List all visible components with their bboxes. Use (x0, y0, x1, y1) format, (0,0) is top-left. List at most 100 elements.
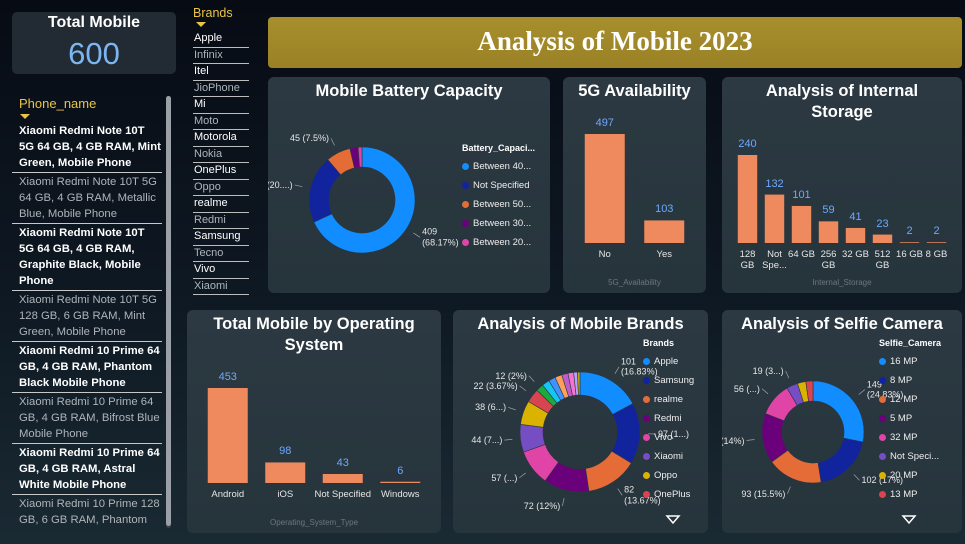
legend-swatch (879, 415, 886, 422)
x-axis-title: Operating_System_Type (269, 518, 359, 527)
slicer-item[interactable]: Xiaomi Redmi 10 Prime 64 GB, 4 GB RAM, P… (12, 342, 162, 393)
value-label: 240 (738, 138, 757, 150)
x-tick-label: Android (211, 489, 245, 500)
slicer-item[interactable]: Vivo (193, 262, 249, 279)
slicer-item[interactable]: JioPhone (193, 81, 249, 97)
phone-slicer: Phone_name Xiaomi Redmi Note 10T 5G 64 G… (12, 92, 176, 532)
legend-label: Xiaomi (654, 451, 684, 462)
value-label: 453 (218, 371, 237, 383)
leader-line (519, 472, 526, 479)
legend-item: 32 MP (879, 428, 958, 447)
slicer-item[interactable]: Xiaomi Redmi Note 10T 5G 64 GB, 4 GB RAM… (12, 122, 162, 173)
slicer-item[interactable]: Infinix (193, 48, 249, 64)
legend-swatch (879, 472, 886, 479)
data-label: 149 (24.83%) (866, 379, 904, 400)
legend-item: Between 30... (462, 214, 546, 233)
chart-title: Analysis of Internal Storage (765, 82, 919, 121)
legend-swatch (879, 396, 886, 403)
legend-swatch (462, 163, 469, 170)
chart-title: Mobile Battery Capacity (315, 82, 503, 100)
chart-title: Total Mobile by Operating System (213, 315, 415, 354)
legend-item: Samsung (643, 371, 704, 390)
leader-line (413, 232, 421, 238)
slicer-item[interactable]: Tecno (193, 246, 249, 262)
donut-plot (504, 366, 656, 506)
legend-label: Between 50... (473, 199, 532, 210)
slicer-item[interactable]: Samsung (193, 229, 249, 246)
legend-item: 12 MP (879, 390, 958, 409)
scrollbar-thumb[interactable] (166, 96, 171, 526)
legend-label: 12 MP (890, 394, 918, 405)
data-label: 102 (17%) (861, 475, 903, 486)
chart-card: Total Mobile by Operating System 453 Andro… (187, 310, 441, 533)
slicer-item[interactable]: Redmi (193, 213, 249, 229)
legend-swatch (643, 491, 650, 498)
data-label: 45 (7.5%) (289, 133, 329, 144)
data-label: 409 (68.17%) (422, 226, 459, 248)
legend-swatch (462, 201, 469, 208)
slicer-item[interactable]: Xiaomi (193, 279, 249, 295)
slicer-item[interactable]: Apple (193, 31, 249, 48)
legend-item: Not Specified (462, 176, 546, 195)
x-tick-label: Yes (656, 249, 673, 260)
chart-title: Analysis of Mobile Brands (477, 315, 684, 333)
donut-slice (817, 437, 864, 483)
scroll-arrow[interactable] (901, 515, 917, 525)
slicer-item[interactable]: Xiaomi Redmi Note 10T 5G 128 GB, 6 GB RA… (12, 291, 162, 342)
leader-line (858, 389, 866, 395)
slicer-item[interactable]: Moto (193, 114, 249, 130)
bar (584, 134, 625, 243)
slicer-item[interactable]: Oppo (193, 180, 249, 196)
slicer-title: Phone_name (19, 96, 97, 111)
legend-label: realme (654, 394, 684, 405)
x-tick-label: 32 GB (842, 249, 869, 260)
leader-line (614, 366, 620, 374)
data-label: 82 (13.67%) (624, 484, 661, 506)
legend-swatch (462, 220, 469, 227)
slicer-item[interactable]: Xiaomi Redmi 10 Prime 128 GB, 6 GB RAM, … (12, 495, 162, 530)
legend-swatch (643, 415, 650, 422)
value-label: 103 (655, 203, 674, 216)
slicer-item[interactable]: Mi (193, 97, 249, 114)
slicer-item[interactable]: Xiaomi Redmi Note 10T 5G 64 GB, 4 GB RAM… (12, 224, 162, 291)
legend-item: 5 MP (879, 409, 958, 428)
slicer-item[interactable]: Motorola (193, 130, 249, 147)
legend-item: 20 MP (879, 466, 958, 485)
value-label: 59 (822, 204, 835, 217)
legend-label: 32 MP (890, 432, 918, 443)
data-label: 56 (...) (733, 383, 760, 394)
slicer-list: Xiaomi Redmi Note 10T 5G 64 GB, 4 GB RAM… (12, 122, 162, 530)
donut-slice (812, 380, 865, 443)
kpi-value: 600 (68, 36, 120, 71)
x-tick-label: Windows (380, 489, 420, 500)
legend: Battery_Capaci... Between 40... Not Specif… (462, 143, 546, 263)
data-label: 93 (15.5%) (741, 488, 786, 499)
legend-swatch (879, 453, 886, 460)
slicer-item[interactable]: Nokia (193, 147, 249, 163)
slicer-item[interactable]: realme (193, 196, 249, 213)
chart-title: Analysis of Selfie Camera (741, 315, 943, 333)
legend: Brands Apple Samsung realme Redmi Vivo Xiaomi O… (643, 338, 704, 503)
slicer-item[interactable]: OnePlus (193, 163, 249, 180)
x-axis-title: Internal_Storage (812, 278, 872, 287)
data-label: 124 (20....) (268, 179, 293, 190)
donut-slice (313, 146, 416, 254)
x-tick-label: 512 GB (874, 249, 891, 271)
x-tick-label: No (598, 249, 611, 260)
value-label: 2 (933, 225, 940, 238)
kpi-label: Total Mobile (47, 14, 141, 31)
legend-swatch (879, 358, 886, 365)
scroll-arrow[interactable] (665, 515, 681, 525)
slicer-item[interactable]: Xiaomi Redmi 10 Prime 64 GB, 4 GB RAM, A… (12, 444, 162, 495)
bar-plot (737, 155, 947, 243)
slicer-item[interactable]: Itel (193, 64, 249, 81)
legend-item: 8 MP (879, 371, 958, 390)
x-tick-label: iOS (277, 489, 294, 500)
value-label: 101 (792, 188, 811, 201)
bar (818, 221, 839, 243)
bar (926, 242, 947, 243)
slicer-item[interactable]: Xiaomi Redmi 10 Prime 64 GB, 4 GB RAM, B… (12, 393, 162, 444)
slicer-item[interactable]: Xiaomi Redmi Note 10T 5G 64 GB, 4 GB RAM… (12, 173, 162, 224)
chart-card: Analysis of Selfie Camera 149 (24.83%) 102… (722, 310, 962, 533)
